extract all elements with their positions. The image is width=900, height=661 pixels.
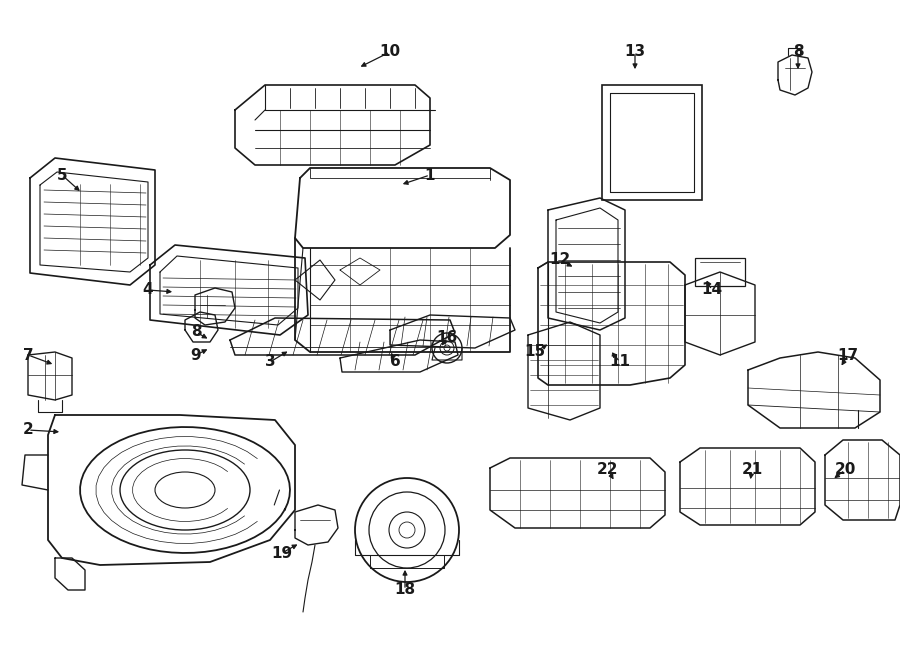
Text: 1: 1 [425, 167, 436, 182]
Text: 19: 19 [272, 545, 292, 561]
Text: 5: 5 [57, 167, 68, 182]
Text: 18: 18 [394, 582, 416, 598]
Text: 15: 15 [525, 344, 545, 360]
Text: 6: 6 [390, 354, 400, 369]
Text: 9: 9 [191, 348, 202, 362]
Text: 7: 7 [22, 348, 33, 362]
Bar [610, 93, 694, 192]
Text: 20: 20 [834, 463, 856, 477]
Text: 21: 21 [742, 463, 762, 477]
Text: 8: 8 [191, 325, 202, 340]
Text: 11: 11 [609, 354, 631, 369]
Text: 10: 10 [380, 44, 400, 59]
Text: 8: 8 [793, 44, 804, 59]
Text: 16: 16 [436, 330, 457, 346]
Text: 17: 17 [837, 348, 859, 362]
Text: 2: 2 [22, 422, 33, 438]
Text: 4: 4 [143, 282, 153, 297]
Bar [695, 258, 745, 286]
Bar [602, 85, 702, 200]
Text: 13: 13 [625, 44, 645, 59]
Text: 3: 3 [265, 354, 275, 369]
Text: 12: 12 [549, 253, 571, 268]
Text: 14: 14 [701, 282, 723, 297]
Text: 22: 22 [598, 463, 619, 477]
